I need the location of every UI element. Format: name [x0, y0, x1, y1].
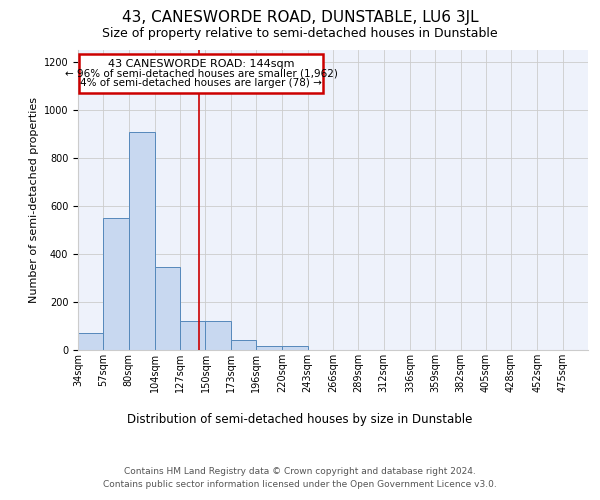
Text: Size of property relative to semi-detached houses in Dunstable: Size of property relative to semi-detach…: [102, 28, 498, 40]
Text: Distribution of semi-detached houses by size in Dunstable: Distribution of semi-detached houses by …: [127, 412, 473, 426]
Bar: [205, 321, 231, 350]
Text: 43, CANESWORDE ROAD, DUNSTABLE, LU6 3JL: 43, CANESWORDE ROAD, DUNSTABLE, LU6 3JL: [122, 10, 478, 25]
Bar: [256, 346, 283, 350]
Bar: [283, 346, 308, 350]
Text: Contains public sector information licensed under the Open Government Licence v3: Contains public sector information licen…: [103, 480, 497, 489]
Text: Contains HM Land Registry data © Crown copyright and database right 2024.: Contains HM Land Registry data © Crown c…: [124, 468, 476, 476]
Bar: [103, 218, 128, 350]
Text: ← 96% of semi-detached houses are smaller (1,962): ← 96% of semi-detached houses are smalle…: [65, 68, 338, 78]
Bar: [155, 267, 180, 350]
Y-axis label: Number of semi-detached properties: Number of semi-detached properties: [29, 97, 40, 303]
Bar: [180, 321, 205, 350]
FancyBboxPatch shape: [79, 54, 323, 93]
Text: 4% of semi-detached houses are larger (78) →: 4% of semi-detached houses are larger (7…: [80, 78, 322, 88]
Bar: [128, 132, 155, 350]
Bar: [78, 333, 103, 350]
Text: 43 CANESWORDE ROAD: 144sqm: 43 CANESWORDE ROAD: 144sqm: [108, 59, 295, 69]
Bar: [231, 340, 256, 350]
